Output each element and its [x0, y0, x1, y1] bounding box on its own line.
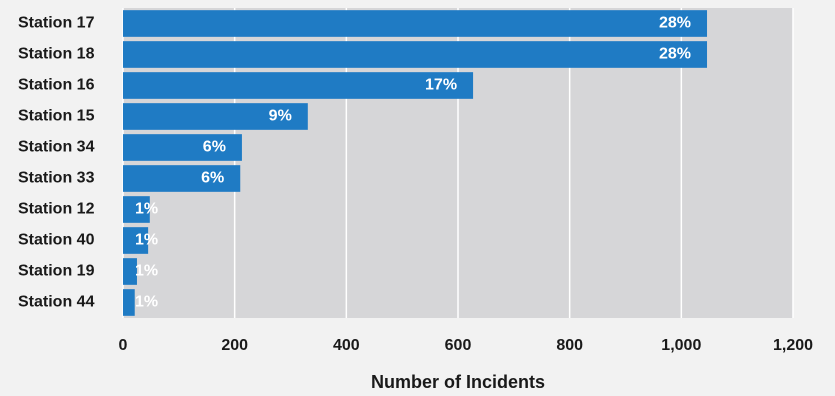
x-tick-label: 1,000 — [661, 337, 701, 354]
x-tick-label: 800 — [556, 337, 583, 354]
x-tick-label: 200 — [221, 337, 248, 354]
bar — [123, 134, 242, 161]
y-tick-label: Station 16 — [18, 77, 95, 94]
y-tick-label: Station 12 — [18, 201, 95, 218]
x-tick-label: 0 — [119, 337, 128, 354]
y-tick-label: Station 18 — [18, 46, 95, 63]
data-label: 28% — [659, 15, 691, 32]
bar — [123, 41, 708, 68]
x-tick-label: 400 — [333, 337, 360, 354]
data-label: 6% — [203, 139, 226, 156]
data-label: 1% — [135, 294, 158, 311]
bar — [123, 258, 137, 285]
bar — [123, 227, 149, 254]
bar — [123, 196, 150, 223]
y-tick-label: Station 15 — [18, 108, 95, 125]
data-label: 28% — [659, 46, 691, 63]
y-tick-label: Station 33 — [18, 170, 95, 187]
data-label: 17% — [425, 77, 457, 94]
y-tick-label: Station 19 — [18, 263, 95, 280]
data-label: 1% — [135, 263, 158, 280]
data-label: 1% — [135, 201, 158, 218]
y-tick-label: Station 17 — [18, 15, 95, 32]
y-tick-label: Station 34 — [18, 139, 95, 156]
y-tick-label: Station 44 — [18, 294, 95, 311]
bar — [123, 103, 308, 130]
bar — [123, 72, 474, 99]
x-tick-label: 600 — [445, 337, 472, 354]
y-tick-label: Station 40 — [18, 232, 95, 249]
bar — [123, 10, 708, 37]
x-axis-label: Number of Incidents — [371, 372, 545, 392]
data-label: 1% — [135, 232, 158, 249]
data-label: 6% — [201, 170, 224, 187]
data-label: 9% — [269, 108, 292, 125]
x-tick-label: 1,200 — [773, 337, 813, 354]
bar — [123, 165, 241, 192]
bar — [123, 289, 135, 316]
